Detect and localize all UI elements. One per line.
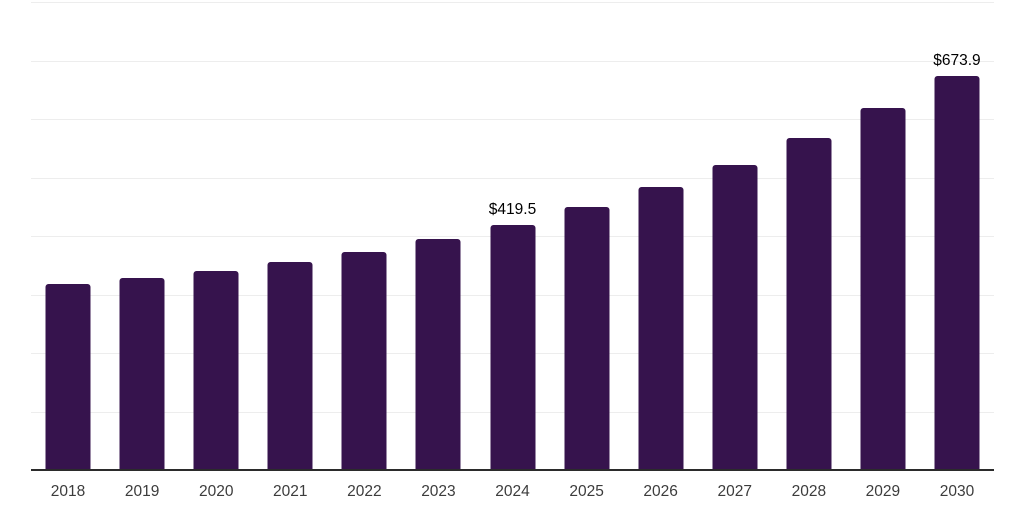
x-tick-2024: 2024 [495,483,530,500]
bar-2026 [638,187,684,470]
bar-2022 [341,251,387,470]
bar-slot-2023 [401,0,475,470]
bar-slot-2026 [624,0,698,470]
bar-slot-2025 [550,0,624,470]
data-label-2024: $419.5 [488,201,537,219]
gridline-700 [31,60,994,62]
x-tick-2023: 2023 [421,483,456,500]
data-label-2030: $673.9 [933,52,981,70]
x-axis-line [31,469,994,471]
bar-2019 [119,277,165,470]
x-tick-2030: 2030 [939,483,975,500]
bar-slot-2022 [327,0,401,470]
x-tick-2026: 2026 [643,483,678,500]
x-tick-2022: 2022 [347,483,382,500]
bar-2029 [860,107,906,470]
x-tick-2028: 2028 [791,483,827,500]
bar-slot-2027 [698,0,772,470]
bar-2024 [490,224,535,470]
x-tick-2021: 2021 [273,483,308,500]
x-tick-2025: 2025 [569,483,604,500]
gridline-800 [31,2,994,3]
bar-slot-2024: $419.5 [475,0,549,470]
gridline-500 [31,177,994,179]
bar-2018 [45,283,91,470]
bar-slot-2029 [846,0,920,470]
bar-2020 [193,270,239,470]
bar-slot-2020 [179,0,253,470]
x-tick-2020: 2020 [198,483,234,500]
bar-2025 [564,207,610,470]
bar-2023 [415,239,461,470]
bar-slot-2021 [253,0,327,470]
gridline-600 [31,119,994,120]
bar-slot-2018 [31,0,105,470]
bar-slot-2019 [105,0,179,470]
x-axis-labels: 2018 2019 2020 2021 2022 2023 2024 2025 2026 2027… [31,483,994,501]
plot-area: $419.5 $673.9 [31,0,994,471]
x-tick-2019: 2019 [124,483,160,500]
bar-2021 [267,262,313,470]
x-tick-2027: 2027 [717,483,752,500]
bar-slot-2030: $673.9 [920,0,994,470]
bar-2027 [712,164,758,470]
x-tick-2029: 2029 [865,483,901,500]
bar-2030 [934,75,980,470]
x-tick-2018: 2018 [50,483,86,500]
bar-slot-2028 [772,0,846,470]
bar-2028 [786,138,832,470]
bars-container: $419.5 $673.9 [31,0,994,470]
